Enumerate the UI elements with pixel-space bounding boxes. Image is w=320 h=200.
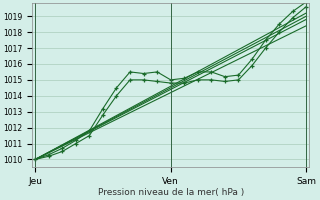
X-axis label: Pression niveau de la mer( hPa ): Pression niveau de la mer( hPa ) xyxy=(98,188,244,197)
